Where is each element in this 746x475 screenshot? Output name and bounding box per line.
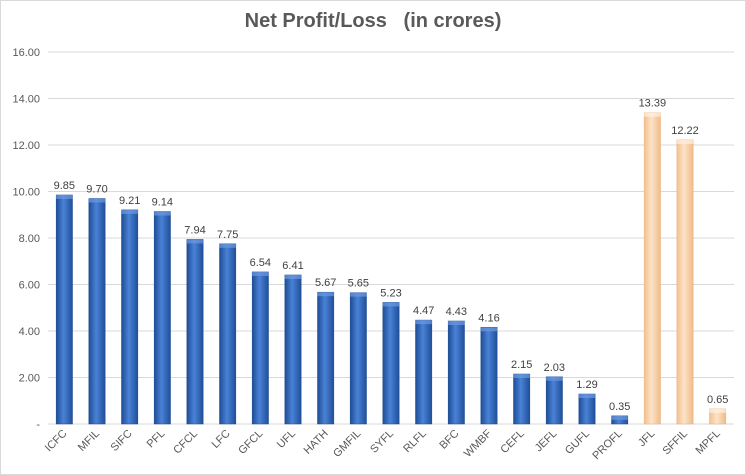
x-tick-label: GMFIL xyxy=(331,428,363,460)
data-label: 13.39 xyxy=(639,98,667,110)
x-tick-label: CFCL xyxy=(171,428,200,457)
bar-top-highlight xyxy=(644,112,661,117)
x-tick-label: MFIL xyxy=(76,428,102,454)
data-label: 5.65 xyxy=(348,278,369,290)
y-tick-label: 8.00 xyxy=(19,233,40,245)
bar xyxy=(251,271,269,425)
bar-top-highlight xyxy=(676,139,694,144)
bar-top-highlight xyxy=(578,394,596,399)
bar xyxy=(382,302,400,425)
x-tick-label: PFL xyxy=(145,428,168,451)
bar-top-highlight xyxy=(56,194,73,199)
x-tick-label: CEFL xyxy=(498,428,526,456)
data-label: 9.21 xyxy=(119,195,140,207)
data-label: 5.23 xyxy=(380,287,401,299)
y-tick-label: - xyxy=(36,419,40,431)
bar-top-highlight xyxy=(448,321,465,326)
bar-top-highlight xyxy=(186,239,204,244)
bar-top-highlight xyxy=(154,211,171,216)
y-tick-label: 12.00 xyxy=(12,140,40,152)
bar xyxy=(55,194,73,425)
bar xyxy=(219,243,237,425)
x-tick-label: PROFL xyxy=(590,428,624,462)
data-label: 1.29 xyxy=(576,379,597,391)
y-tick-label: 4.00 xyxy=(19,326,40,338)
bar xyxy=(88,198,106,425)
data-label: 6.41 xyxy=(282,260,303,272)
bar-top-highlight xyxy=(88,198,106,203)
x-tick-label: HATH xyxy=(302,428,331,457)
y-tick-label: 10.00 xyxy=(12,187,40,199)
bar-top-highlight xyxy=(252,271,269,276)
bar xyxy=(545,376,563,425)
chart-title: Net Profit/Loss (in crores) xyxy=(244,10,502,32)
x-tick-label: JFL xyxy=(636,428,657,449)
x-tick-label: SFFIL xyxy=(660,428,690,458)
bar-top-highlight xyxy=(382,302,400,307)
x-tick-label: BFC xyxy=(437,428,461,452)
bar xyxy=(317,291,335,425)
data-label: 0.35 xyxy=(609,401,630,413)
x-tick-label: WMBF xyxy=(462,427,494,459)
bar-top-highlight xyxy=(284,274,302,279)
y-tick-label: 14.00 xyxy=(12,94,40,106)
data-label: 9.85 xyxy=(54,180,75,192)
bar-top-highlight xyxy=(350,292,367,297)
bar xyxy=(284,274,302,425)
bar xyxy=(415,319,433,425)
data-label: 7.94 xyxy=(184,224,205,236)
bar-top-highlight xyxy=(219,243,236,248)
x-tick-label: SIFC xyxy=(109,428,135,454)
x-tick-label: SYFL xyxy=(368,428,396,456)
bar-top-highlight xyxy=(317,292,334,297)
bar-top-highlight xyxy=(709,408,726,413)
bar xyxy=(643,112,661,425)
data-label: 5.67 xyxy=(315,277,336,289)
bar-top-highlight xyxy=(513,374,530,379)
bar-top-highlight xyxy=(480,327,498,332)
bar xyxy=(480,327,498,425)
data-label: 4.43 xyxy=(446,306,467,318)
x-tick-label: RLFL xyxy=(401,428,429,456)
data-label: 0.65 xyxy=(707,394,728,406)
y-tick-label: 6.00 xyxy=(19,280,40,292)
x-tick-label: UFL xyxy=(275,428,298,451)
x-tick-label: ICFC xyxy=(43,428,70,455)
data-label: 7.75 xyxy=(217,229,238,241)
bar-top-highlight xyxy=(415,320,432,325)
x-tick-label: LFC xyxy=(210,428,233,451)
y-tick-label: 2.00 xyxy=(19,373,40,385)
bar xyxy=(121,209,139,425)
data-label: 2.03 xyxy=(544,362,565,374)
bar xyxy=(186,239,204,425)
bar xyxy=(578,393,596,425)
bar xyxy=(676,139,694,425)
bar-top-highlight xyxy=(121,209,138,214)
bar xyxy=(153,211,171,425)
x-tick-label: GUFL xyxy=(563,428,592,457)
bar-top-highlight xyxy=(546,376,563,381)
x-tick-label: MPFL xyxy=(694,428,723,457)
bar-top-highlight xyxy=(611,415,628,420)
y-tick-label: 16.00 xyxy=(12,47,40,59)
data-label: 6.54 xyxy=(250,257,271,269)
data-label: 12.22 xyxy=(671,125,699,137)
bar xyxy=(513,373,531,425)
x-tick-label: JEFL xyxy=(533,428,560,455)
data-label: 2.15 xyxy=(511,359,532,371)
x-tick-label: GFCL xyxy=(236,428,265,457)
data-label: 4.47 xyxy=(413,305,434,317)
data-label: 9.14 xyxy=(152,196,173,208)
bar xyxy=(447,320,465,425)
data-label: 9.70 xyxy=(86,183,107,195)
data-label: 4.16 xyxy=(478,312,499,324)
bar xyxy=(349,292,367,425)
